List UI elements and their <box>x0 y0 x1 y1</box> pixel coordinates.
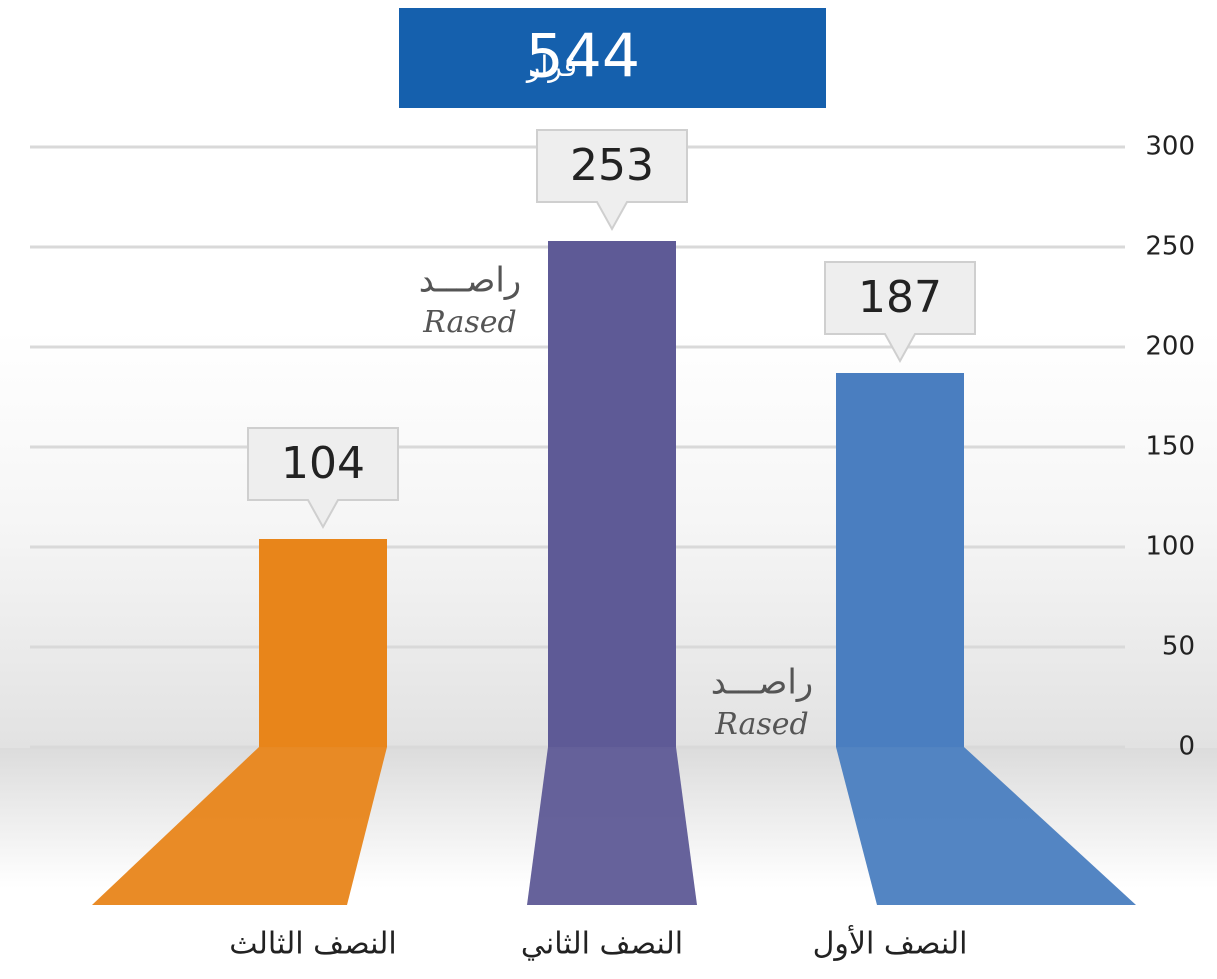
y-tick-label: 100 <box>1145 532 1195 562</box>
bar-reflection <box>527 747 697 905</box>
y-tick-label: 0 <box>1178 732 1195 762</box>
x-tick-label: النصف الأول <box>813 924 968 962</box>
x-tick-label: النصف الثاني <box>521 927 683 962</box>
watermark-arabic: راصـــد <box>711 663 813 703</box>
watermark-latin: Rased <box>714 707 809 742</box>
value-label-box <box>536 129 688 232</box>
bar-reflection <box>836 747 1136 905</box>
value-label: 187 <box>858 272 942 323</box>
bar <box>836 373 964 747</box>
x-tick-label: النصف الثالث <box>229 927 396 962</box>
bar-reflection <box>92 747 387 905</box>
value-label: 104 <box>281 438 365 489</box>
total-label: قرار <box>525 50 577 83</box>
y-tick-label: 250 <box>1145 232 1195 262</box>
y-tick-label: 300 <box>1145 132 1195 162</box>
y-tick-label: 50 <box>1162 632 1195 662</box>
title-box <box>399 8 826 108</box>
value-label: 253 <box>570 140 654 191</box>
watermark-arabic: راصـــد <box>419 261 521 301</box>
watermark-latin: Rased <box>422 305 517 340</box>
bar <box>259 539 387 747</box>
value-label-box <box>247 427 399 530</box>
y-tick-label: 200 <box>1145 332 1195 362</box>
y-tick-label: 150 <box>1145 432 1195 462</box>
bar <box>548 241 676 747</box>
total: 544 <box>525 22 640 92</box>
value-label-box <box>824 261 976 364</box>
